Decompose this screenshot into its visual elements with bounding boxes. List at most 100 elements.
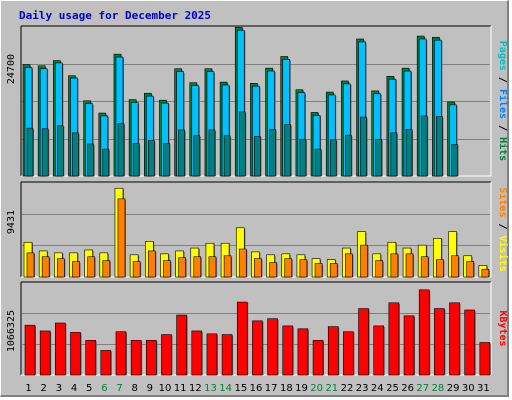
pages-bar: [87, 143, 94, 177]
x-tick-label: 15: [234, 383, 247, 394]
sites-bar: [132, 261, 141, 278]
pages-bar: [163, 143, 170, 177]
kbytes-bar: [55, 322, 66, 376]
kbytes-bar: [403, 315, 415, 376]
sites-bar: [481, 268, 490, 278]
x-tick-label: 12: [189, 383, 202, 394]
legend-entry: Files: [497, 89, 509, 119]
kbytes-bar: [70, 332, 81, 376]
x-tick-label: 19: [295, 383, 308, 394]
kbytes-bar: [464, 309, 475, 376]
sites-bar: [466, 261, 474, 278]
kbytes-bar: [191, 330, 203, 376]
x-tick-label: 9: [147, 383, 153, 394]
x-tick-label: 4: [71, 383, 77, 394]
kbytes-bar: [221, 334, 233, 376]
sites-bar: [238, 248, 247, 278]
pages-bar: [269, 129, 276, 177]
pages-bar: [193, 135, 201, 177]
y-max-label: 24700: [6, 54, 17, 84]
sites-bar: [208, 256, 217, 278]
pages-bar: [299, 138, 307, 177]
legend-entry: Sites: [497, 187, 509, 217]
x-tick-label: 8: [132, 383, 138, 394]
sites-bar: [299, 259, 308, 278]
sites-bar: [329, 263, 338, 278]
pages-bar: [405, 129, 413, 177]
sites-bar: [87, 256, 95, 278]
kbytes-bar: [312, 340, 324, 376]
sites-bar: [451, 255, 459, 278]
pages-bar: [314, 148, 322, 177]
kbytes-bar: [100, 350, 112, 376]
x-tick-label: 2: [41, 383, 47, 394]
series-legend: Sites / Visits: [497, 187, 509, 271]
x-tick-label: 13: [204, 383, 217, 394]
series-legend: Pages / Files / Hits: [497, 41, 509, 161]
sites-bar: [375, 260, 384, 278]
x-tick-label: 21: [325, 383, 338, 394]
chart-title: Daily usage for December 2025: [19, 9, 211, 22]
x-tick-label: 30: [462, 383, 475, 394]
x-tick-label: 14: [219, 383, 232, 394]
sites-bar: [41, 256, 50, 278]
sites-bar: [360, 244, 368, 278]
x-tick-label: 20: [310, 383, 323, 394]
kbytes-bar: [418, 289, 430, 376]
x-tick-label: 17: [265, 383, 278, 394]
x-tick-label: 3: [56, 383, 62, 394]
kbytes-bar: [297, 328, 309, 376]
pages-bar: [132, 143, 140, 177]
legend-entry: /: [497, 119, 508, 137]
series-legend: KBytes: [497, 310, 508, 346]
x-tick-label: 26: [401, 383, 414, 394]
x-tick-label: 27: [416, 383, 429, 394]
x-tick-label: 16: [250, 383, 263, 394]
pages-bar: [390, 132, 398, 177]
legend-entry: Visits: [497, 236, 509, 272]
sites-bar: [269, 262, 277, 278]
kbytes-bar: [267, 318, 278, 376]
sites-bar: [284, 258, 293, 278]
pages-bar: [238, 111, 246, 177]
pages-bar: [147, 140, 155, 177]
sites-bar: [390, 253, 399, 278]
sites-bar: [117, 198, 126, 278]
kbytes-bar: [236, 301, 248, 376]
pages-bar: [208, 129, 216, 177]
x-tick-label: 29: [447, 383, 460, 394]
legend-entry: Pages: [497, 41, 508, 71]
kbytes-bar: [388, 302, 400, 376]
pages-bar: [102, 148, 110, 177]
pages-bar: [223, 135, 231, 177]
pages-bar: [254, 136, 261, 177]
sites-bar: [72, 261, 80, 278]
x-tick-label: 6: [101, 383, 107, 394]
pages-bar: [41, 128, 49, 177]
sites-bar: [345, 253, 353, 278]
pages-bar: [329, 139, 337, 177]
kbytes-bar: [434, 308, 445, 376]
legend-entry: /: [497, 71, 508, 89]
sites-bar: [57, 258, 65, 278]
pages-bar: [436, 116, 443, 177]
sites-bar: [405, 253, 414, 278]
x-tick-label: 31: [477, 383, 490, 394]
kbytes-bar: [130, 340, 142, 376]
pages-bar: [178, 129, 185, 177]
x-tick-label: 22: [341, 383, 354, 394]
kbytes-bar: [206, 333, 218, 376]
pages-bar: [26, 127, 34, 177]
pages-bar: [284, 124, 292, 177]
x-tick-label: 1: [25, 383, 31, 394]
sites-bar: [26, 252, 35, 278]
sites-bar: [193, 256, 202, 278]
y-max-label: 1066325: [6, 310, 17, 352]
pages-bar: [420, 115, 428, 177]
kbytes-bar: [161, 334, 172, 376]
sites-bar: [254, 258, 262, 278]
kbytes-bar: [252, 320, 263, 376]
x-tick-label: 28: [432, 383, 445, 394]
kbytes-bar: [343, 331, 354, 376]
